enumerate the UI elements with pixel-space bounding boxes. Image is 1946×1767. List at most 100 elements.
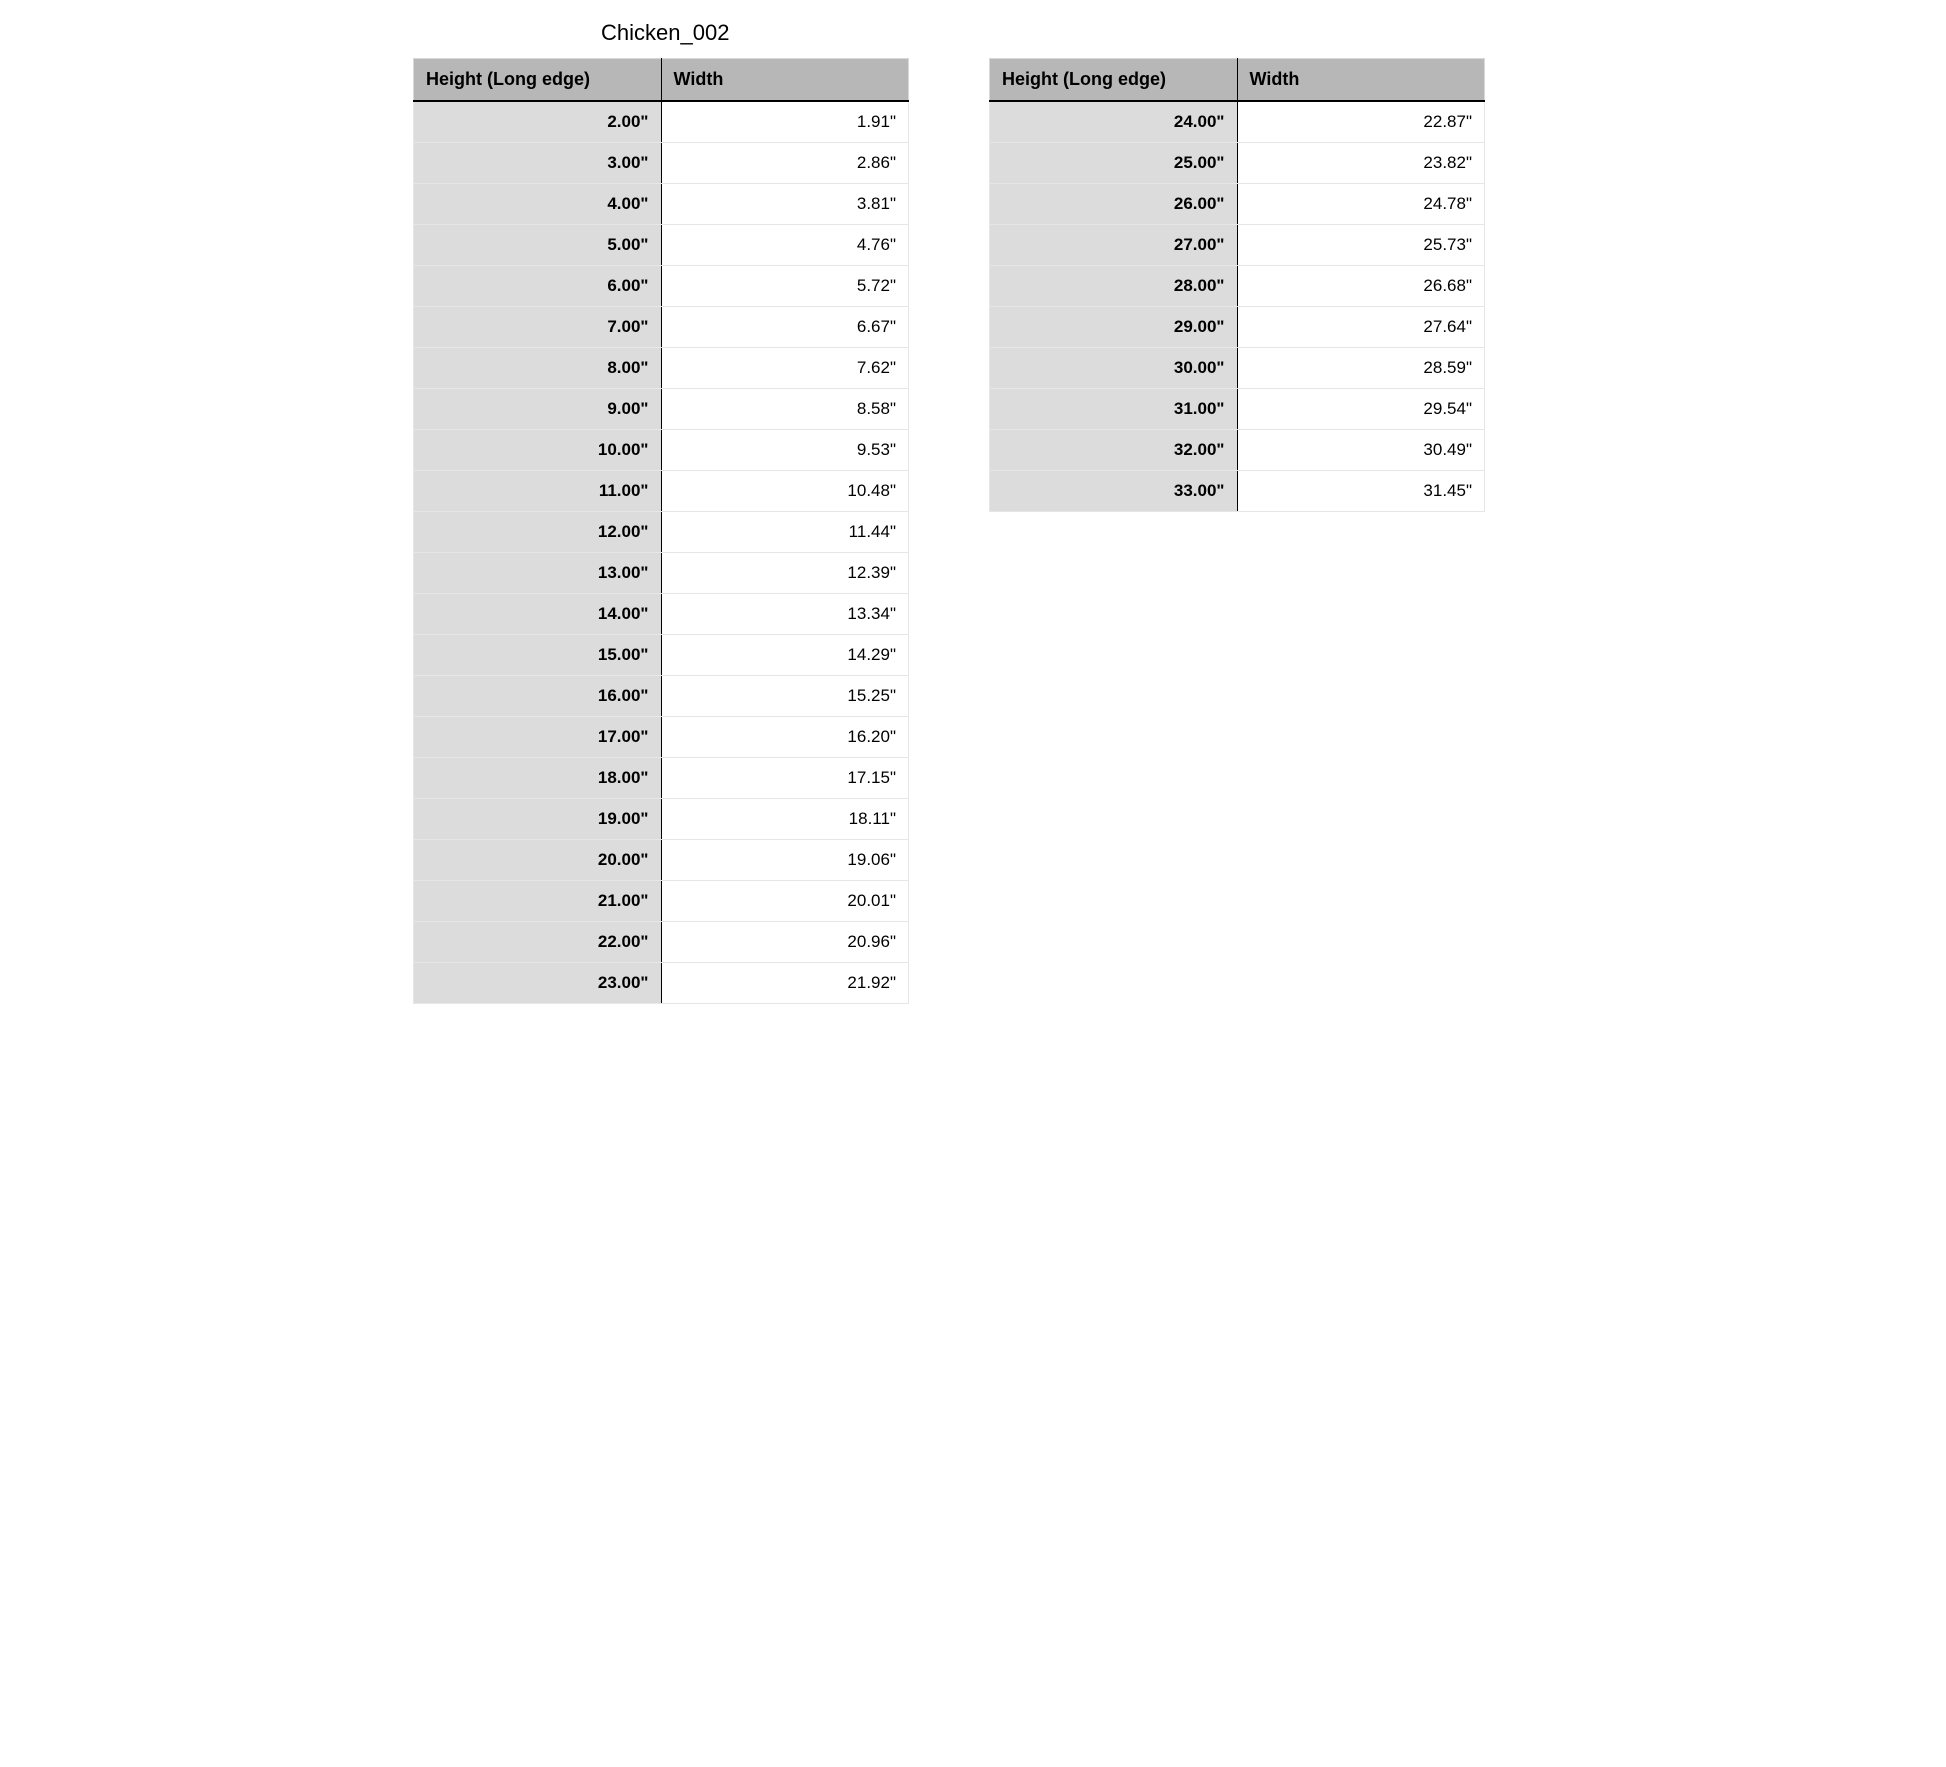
width-cell: 13.34" [661,594,909,635]
table-row: 9.00"8.58" [414,389,909,430]
tables-wrap: Height (Long edge) Width 2.00"1.91"3.00"… [413,58,1533,1004]
width-cell: 7.62" [661,348,909,389]
table-row: 11.00"10.48" [414,471,909,512]
height-cell: 30.00" [990,348,1238,389]
table-row: 13.00"12.39" [414,553,909,594]
table-row: 33.00"31.45" [990,471,1485,512]
width-cell: 8.58" [661,389,909,430]
width-cell: 10.48" [661,471,909,512]
table-row: 31.00"29.54" [990,389,1485,430]
table-row: 23.00"21.92" [414,963,909,1004]
width-cell: 4.76" [661,225,909,266]
width-cell: 15.25" [661,676,909,717]
col-header-width: Width [1237,59,1485,102]
width-cell: 16.20" [661,717,909,758]
table-row: 7.00"6.67" [414,307,909,348]
table-row: 3.00"2.86" [414,143,909,184]
width-cell: 27.64" [1237,307,1485,348]
width-cell: 26.68" [1237,266,1485,307]
width-cell: 17.15" [661,758,909,799]
width-cell: 28.59" [1237,348,1485,389]
height-cell: 31.00" [990,389,1238,430]
table-row: 4.00"3.81" [414,184,909,225]
height-cell: 12.00" [414,512,662,553]
height-cell: 4.00" [414,184,662,225]
height-cell: 24.00" [990,101,1238,143]
height-cell: 15.00" [414,635,662,676]
width-cell: 30.49" [1237,430,1485,471]
height-cell: 9.00" [414,389,662,430]
page-title: Chicken_002 [601,20,1533,46]
height-cell: 18.00" [414,758,662,799]
width-cell: 25.73" [1237,225,1485,266]
height-cell: 28.00" [990,266,1238,307]
table-row: 15.00"14.29" [414,635,909,676]
width-cell: 24.78" [1237,184,1485,225]
height-cell: 27.00" [990,225,1238,266]
height-cell: 14.00" [414,594,662,635]
width-cell: 20.96" [661,922,909,963]
col-header-height: Height (Long edge) [990,59,1238,102]
width-cell: 6.67" [661,307,909,348]
table-row: 24.00"22.87" [990,101,1485,143]
table-row: 2.00"1.91" [414,101,909,143]
table-row: 19.00"18.11" [414,799,909,840]
height-cell: 5.00" [414,225,662,266]
width-cell: 21.92" [661,963,909,1004]
height-cell: 20.00" [414,840,662,881]
height-cell: 19.00" [414,799,662,840]
dimensions-table-right: Height (Long edge) Width 24.00"22.87"25.… [989,58,1485,512]
width-cell: 11.44" [661,512,909,553]
table-row: 20.00"19.06" [414,840,909,881]
width-cell: 14.29" [661,635,909,676]
height-cell: 26.00" [990,184,1238,225]
table-header-row: Height (Long edge) Width [990,59,1485,102]
table-row: 30.00"28.59" [990,348,1485,389]
table-row: 25.00"23.82" [990,143,1485,184]
table-row: 21.00"20.01" [414,881,909,922]
table-row: 29.00"27.64" [990,307,1485,348]
height-cell: 32.00" [990,430,1238,471]
height-cell: 10.00" [414,430,662,471]
table-row: 22.00"20.96" [414,922,909,963]
width-cell: 23.82" [1237,143,1485,184]
table-row: 28.00"26.68" [990,266,1485,307]
table-row: 6.00"5.72" [414,266,909,307]
height-cell: 17.00" [414,717,662,758]
width-cell: 29.54" [1237,389,1485,430]
height-cell: 22.00" [414,922,662,963]
table-row: 17.00"16.20" [414,717,909,758]
table-row: 18.00"17.15" [414,758,909,799]
width-cell: 12.39" [661,553,909,594]
height-cell: 8.00" [414,348,662,389]
col-header-height: Height (Long edge) [414,59,662,102]
height-cell: 11.00" [414,471,662,512]
width-cell: 22.87" [1237,101,1485,143]
table-row: 27.00"25.73" [990,225,1485,266]
page-container: Chicken_002 Height (Long edge) Width 2.0… [413,20,1533,1004]
dimensions-table-left: Height (Long edge) Width 2.00"1.91"3.00"… [413,58,909,1004]
table-row: 12.00"11.44" [414,512,909,553]
height-cell: 2.00" [414,101,662,143]
col-header-width: Width [661,59,909,102]
height-cell: 13.00" [414,553,662,594]
table-row: 16.00"15.25" [414,676,909,717]
height-cell: 23.00" [414,963,662,1004]
width-cell: 2.86" [661,143,909,184]
table-header-row: Height (Long edge) Width [414,59,909,102]
table-row: 10.00"9.53" [414,430,909,471]
table-row: 26.00"24.78" [990,184,1485,225]
width-cell: 3.81" [661,184,909,225]
height-cell: 3.00" [414,143,662,184]
height-cell: 29.00" [990,307,1238,348]
table-row: 5.00"4.76" [414,225,909,266]
height-cell: 21.00" [414,881,662,922]
width-cell: 31.45" [1237,471,1485,512]
height-cell: 33.00" [990,471,1238,512]
height-cell: 25.00" [990,143,1238,184]
width-cell: 20.01" [661,881,909,922]
width-cell: 18.11" [661,799,909,840]
table-row: 8.00"7.62" [414,348,909,389]
width-cell: 5.72" [661,266,909,307]
table-row: 14.00"13.34" [414,594,909,635]
